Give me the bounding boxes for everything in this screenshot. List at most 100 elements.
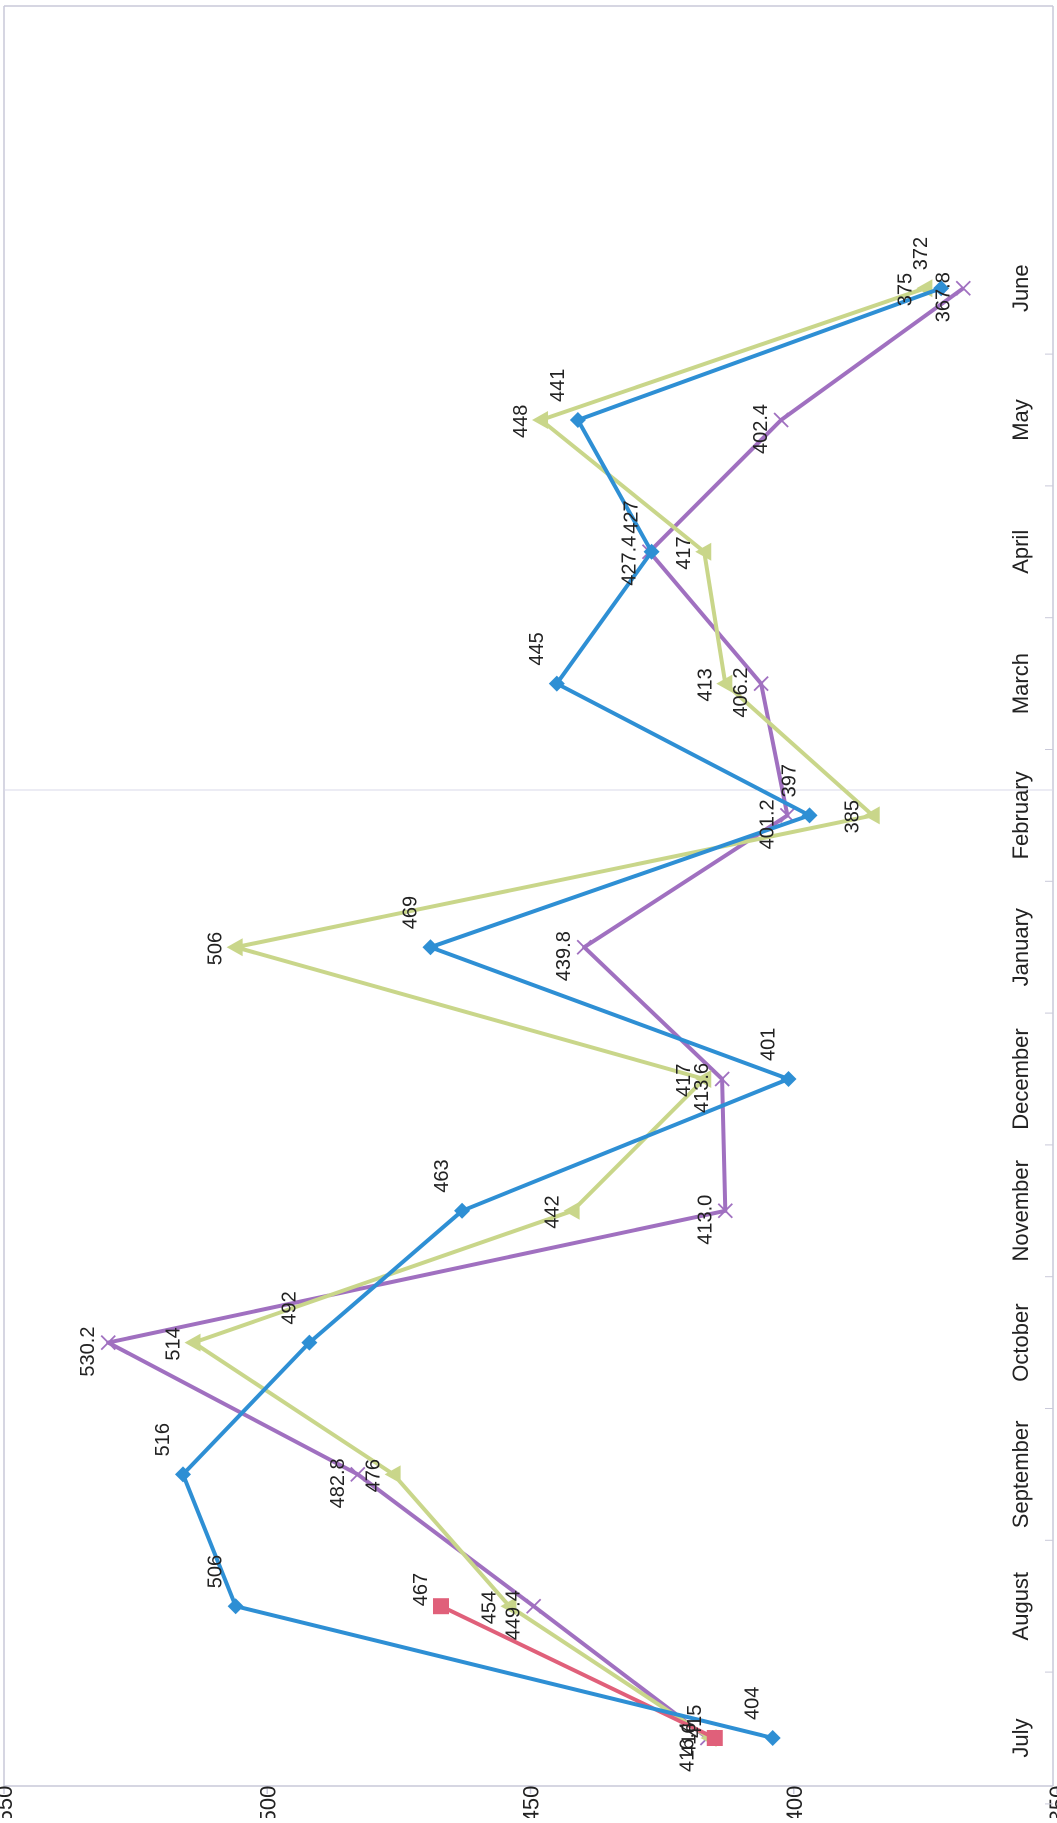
data-label: 530.2: [77, 1327, 99, 1377]
data-point-triangle: [184, 1333, 201, 1352]
data-label: 397: [779, 764, 801, 797]
data-point-x: [526, 1598, 542, 1614]
data-label: 367.8: [932, 272, 954, 322]
data-point-diamond: [780, 1071, 797, 1087]
data-point-triangle: [226, 938, 243, 957]
data-label: 441: [547, 369, 569, 402]
data-label: 375: [894, 273, 916, 306]
series-line: [106, 286, 965, 1740]
data-point-square: [432, 1598, 449, 1615]
data-point-x-stroke: [576, 939, 592, 955]
series-line: [191, 286, 927, 1740]
data-point-diamond: [643, 543, 660, 560]
series-line: [440, 1604, 716, 1740]
value-tick-label: 350: [1045, 1786, 1057, 1818]
category-tick-label: December: [1008, 1028, 1033, 1129]
data-label: 506: [205, 1555, 227, 1588]
data-point-triangle: [863, 806, 880, 825]
data-label: 463: [431, 1159, 453, 1192]
data-label: 448: [510, 405, 532, 438]
data-label: 413.0: [694, 1195, 716, 1245]
data-label: 469: [399, 896, 421, 929]
data-label: 417: [673, 536, 695, 569]
data-label: 467: [410, 1573, 432, 1606]
data-label: 476: [363, 1459, 385, 1492]
category-tick-label: January: [1008, 908, 1033, 986]
data-point-diamond: [569, 412, 586, 428]
category-tick-label: March: [1008, 653, 1033, 714]
data-label: 402.4: [750, 404, 772, 454]
data-point-triangle: [532, 411, 549, 429]
data-label: 442: [542, 1195, 564, 1228]
data-point-x-stroke: [526, 1598, 542, 1614]
category-tick-label: May: [1008, 399, 1033, 441]
data-point-x-stroke: [714, 1071, 730, 1087]
data-point-x-stroke: [955, 280, 971, 296]
data-point-diamond: [801, 807, 818, 824]
data-label: 445: [526, 632, 548, 665]
category-tick-label: November: [1008, 1160, 1033, 1261]
data-point-x: [100, 1334, 116, 1351]
data-point-diamond: [422, 939, 439, 956]
data-point-x: [714, 1071, 730, 1087]
data-label: 506: [205, 932, 227, 965]
data-label: 385: [842, 800, 864, 833]
category-tick-label: June: [1008, 264, 1033, 312]
data-label: 406.2: [730, 668, 752, 718]
value-tick-label: 450: [519, 1786, 544, 1818]
data-label: 454: [478, 1591, 500, 1624]
data-point-x: [955, 280, 971, 296]
data-label: 516: [152, 1423, 174, 1456]
data-point-square: [706, 1730, 723, 1746]
data-point-x-stroke: [773, 412, 789, 428]
data-label: 416: [679, 1723, 701, 1756]
data-label: 449.4: [503, 1590, 525, 1640]
data-point-triangle: [716, 674, 733, 693]
category-tick-label: October: [1008, 1303, 1033, 1381]
data-label: 413: [694, 668, 716, 701]
data-point-diamond: [301, 1334, 318, 1351]
data-label: 417: [673, 1064, 695, 1097]
data-label: 416.4: [676, 1722, 698, 1772]
category-tick-label: April: [1008, 530, 1033, 574]
data-point-x-stroke: [100, 1334, 116, 1351]
data-label: 415: [684, 1705, 706, 1738]
series-line: [181, 286, 942, 1740]
data-point-x-stroke: [350, 1466, 366, 1483]
data-point-x-stroke: [779, 807, 796, 824]
data-label: 439.8: [553, 931, 575, 981]
data-point-triangle: [500, 1597, 517, 1616]
data-point-diamond: [933, 280, 950, 297]
data-point-triangle: [384, 1465, 401, 1484]
category-tick-label: August: [1008, 1572, 1033, 1641]
data-point-diamond: [227, 1598, 244, 1615]
data-point-diamond: [454, 1202, 471, 1219]
data-label: 413.6: [691, 1063, 713, 1113]
data-point-x: [350, 1466, 366, 1483]
data-point-x: [773, 412, 789, 428]
data-point-diamond: [175, 1466, 192, 1483]
value-tick-label: 550: [0, 1786, 17, 1818]
category-tick-label: July: [1008, 1718, 1033, 1757]
value-tick-label: 500: [255, 1786, 280, 1818]
data-point-triangle: [695, 542, 712, 561]
data-point-x: [717, 1203, 733, 1219]
data-point-x-stroke: [717, 1203, 733, 1219]
category-tick-label: February: [1008, 771, 1033, 859]
category-tick-label: September: [1008, 1421, 1033, 1529]
data-label: 401: [757, 1028, 779, 1061]
data-label: 514: [163, 1327, 185, 1360]
data-label: 492: [278, 1291, 300, 1324]
data-label: 372: [910, 237, 932, 270]
data-label: 427: [621, 500, 643, 533]
value-tick-label: 400: [782, 1786, 807, 1818]
data-label: 482.8: [327, 1458, 349, 1508]
data-point-x: [576, 939, 592, 955]
data-point-x: [753, 675, 769, 692]
data-point-triangle: [563, 1201, 580, 1220]
data-label: 404: [742, 1687, 764, 1720]
data-label: 427.4: [618, 536, 640, 586]
data-point-diamond: [548, 675, 565, 692]
